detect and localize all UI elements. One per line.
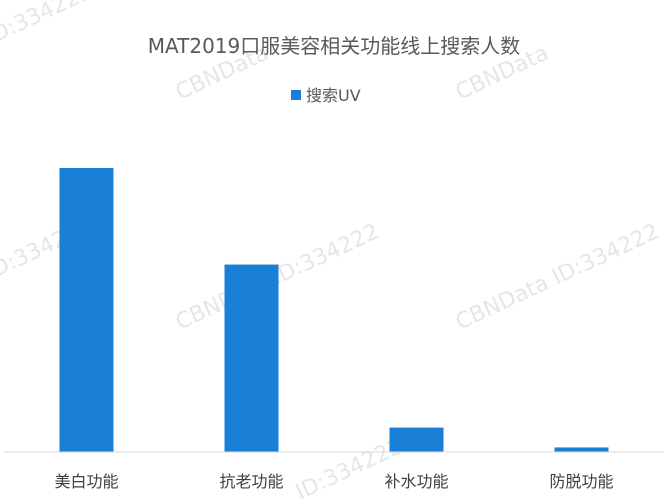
x-tick-label: 抗老功能: [219, 472, 283, 491]
x-tick-label: 美白功能: [54, 472, 118, 491]
legend: 搜索UV: [291, 86, 361, 105]
bar-3: [389, 427, 444, 452]
bar-2: [224, 264, 279, 452]
bar-group: [59, 168, 609, 452]
chart-title: MAT2019口服美容相关功能线上搜索人数: [148, 34, 521, 58]
watermark: CBNData ID:334222: [452, 219, 663, 335]
bar-1: [59, 168, 114, 452]
x-tick-labels: 美白功能 抗老功能 补水功能 防脱功能: [54, 472, 613, 491]
legend-swatch: [291, 90, 301, 100]
x-tick-label: 补水功能: [384, 472, 448, 491]
watermark: ID:334222: [292, 434, 407, 502]
x-tick-label: 防脱功能: [549, 472, 613, 491]
watermark: ID:334222: [0, 0, 97, 50]
legend-label: 搜索UV: [306, 86, 361, 105]
bar-4: [554, 447, 609, 452]
